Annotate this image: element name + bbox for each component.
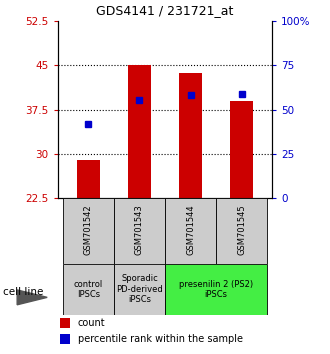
Bar: [60, 318, 70, 329]
Bar: [179, 73, 202, 198]
Text: Sporadic
PD-derived
iPSCs: Sporadic PD-derived iPSCs: [116, 274, 163, 304]
Bar: [230, 101, 253, 198]
Bar: [63, 264, 114, 315]
Text: count: count: [78, 318, 105, 329]
Bar: [114, 198, 165, 264]
Bar: [165, 198, 216, 264]
Text: GSM701543: GSM701543: [135, 204, 144, 255]
Text: presenilin 2 (PS2)
iPSCs: presenilin 2 (PS2) iPSCs: [179, 280, 253, 299]
Title: GDS4141 / 231721_at: GDS4141 / 231721_at: [96, 4, 234, 17]
Text: percentile rank within the sample: percentile rank within the sample: [78, 333, 243, 344]
Bar: [165, 264, 267, 315]
Text: cell line: cell line: [3, 287, 44, 297]
Bar: [63, 198, 114, 264]
Bar: [128, 65, 151, 198]
Bar: [114, 264, 165, 315]
Polygon shape: [17, 290, 47, 305]
Bar: [77, 160, 100, 198]
Text: GSM701545: GSM701545: [237, 204, 246, 255]
Text: GSM701542: GSM701542: [84, 204, 93, 255]
Text: GSM701544: GSM701544: [186, 204, 195, 255]
Bar: [216, 198, 267, 264]
Bar: [60, 333, 70, 344]
Text: control
IPSCs: control IPSCs: [74, 280, 103, 299]
